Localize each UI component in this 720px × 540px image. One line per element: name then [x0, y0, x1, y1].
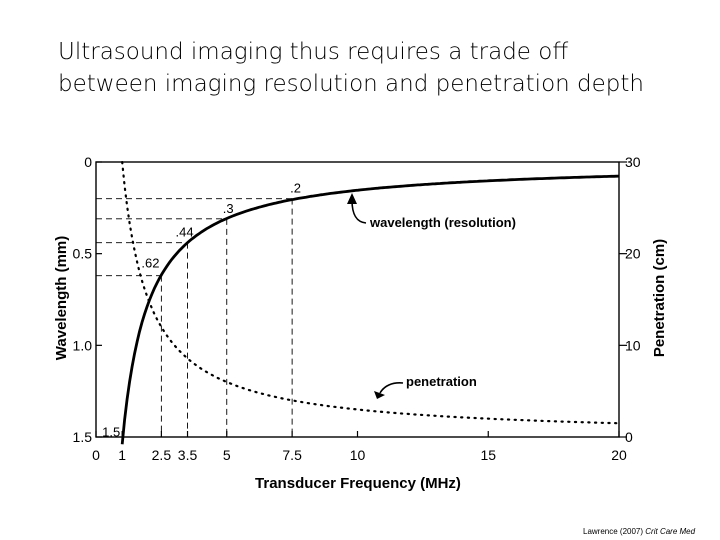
y-right-tick-label: 0 [625, 429, 633, 445]
x-tick-label: 5 [223, 447, 231, 463]
penetration-curve [121, 161, 621, 425]
x-tick-label: 15 [480, 447, 496, 463]
x-tick-label: 0 [92, 447, 100, 463]
plot-border [95, 161, 620, 438]
y-left-tick-label: 1.0 [73, 337, 93, 353]
x-axis-label: Transducer Frequency (MHz) [255, 475, 461, 492]
point-annotation: .3 [223, 201, 234, 216]
x-tick-label: 7.5 [282, 447, 302, 463]
y-left-tick-label: 0 [84, 154, 92, 170]
point-annotation: 1.5 [102, 424, 120, 439]
chart-frame [95, 161, 627, 438]
penetration-arrow [379, 382, 404, 394]
x-tick-label: 2.5 [152, 447, 172, 463]
point-annotation: .44 [176, 225, 194, 240]
y-axis-left-label: Wavelength (mm) [53, 236, 70, 360]
y-left-tick-label: 0.5 [73, 246, 93, 262]
x-tick-label: 20 [611, 447, 627, 463]
x-tick-label: 1 [118, 447, 126, 463]
slide-title-line-1: Ultrasound imaging thus requires a trade… [58, 39, 569, 65]
x-tick-label: 10 [350, 447, 366, 463]
citation: Lawrence (2007) Crit Care Med [583, 527, 695, 536]
wavelength-arrowhead [347, 193, 357, 204]
citation-author: Lawrence (2007) [583, 527, 644, 536]
wavelength-series-label: wavelength (resolution) [369, 215, 516, 230]
series-layer [120, 161, 621, 445]
slide-title: Ultrasound imaging thus requires a trade… [58, 36, 698, 100]
chart-text: Transducer Frequency (MHz) Wavelength (m… [53, 154, 668, 492]
x-tick-label: 3.5 [178, 447, 198, 463]
y-left-tick-label: 1.5 [73, 429, 93, 445]
y-axis-right-label: Penetration (cm) [651, 239, 668, 357]
dashed-guides [96, 198, 293, 437]
point-annotation: .62 [141, 256, 159, 271]
citation-journal: Crit Care Med [645, 527, 696, 536]
point-annotation: .2 [290, 181, 301, 196]
penetration-series-label: penetration [406, 374, 477, 389]
y-right-tick-label: 20 [625, 246, 641, 262]
penetration-arrowhead [374, 391, 385, 399]
wavelength-curve [120, 174, 620, 445]
slide-title-line-2: between imaging resolution and penetrati… [58, 71, 644, 97]
y-right-tick-label: 10 [625, 337, 641, 353]
y-right-tick-label: 30 [625, 154, 641, 170]
